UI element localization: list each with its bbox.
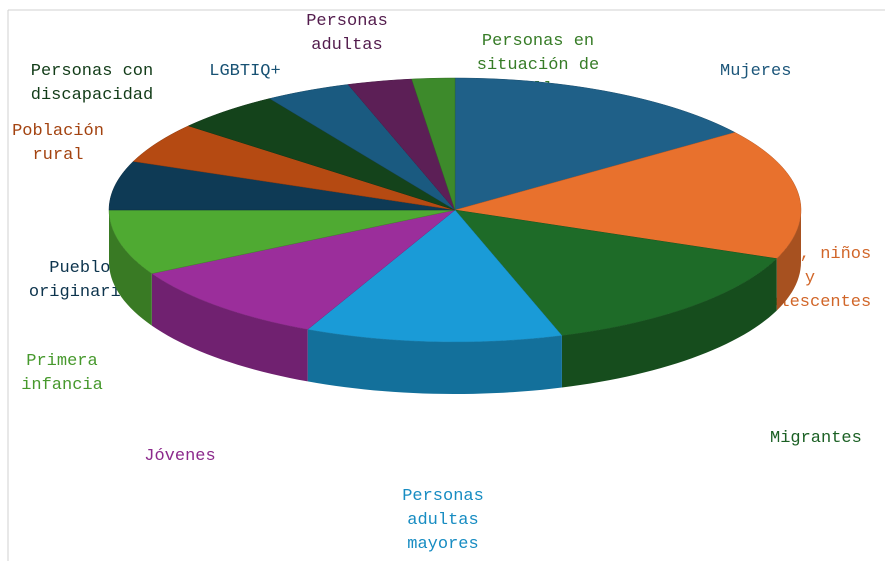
slice-label: Primera infancia [21,352,103,395]
label-line: Migrantes [770,429,862,448]
slice [411,77,456,211]
label-line: adultas [311,36,382,55]
label-line: Primera [26,352,97,371]
label-line: rural [32,146,83,165]
slice [454,77,736,211]
label-line: Pueblos [49,259,120,278]
label-line: Jóvenes [144,447,215,466]
slice-side [109,210,152,326]
label-line: infancia [21,376,103,395]
label-line: y [805,269,815,288]
slice-label: Migrantes [770,429,862,448]
slice-label: Pueblos originarios [29,259,141,302]
slice [347,78,456,211]
label-line: Personas [402,487,484,506]
slice [108,209,456,274]
slice [132,125,456,211]
label-line: adultas [407,511,478,530]
label-line: originarios [29,283,141,302]
slice-label: Población rural [12,122,104,165]
label-line: Mujeres [720,62,791,81]
slice [108,161,456,211]
label-line: LGBTIQ+ [209,62,280,81]
slice [187,98,456,211]
slice-label: Mujeres [720,62,791,81]
slice [454,132,802,259]
label-line: Población [12,122,104,141]
slice-label: Personas adultas [306,12,388,55]
slice-side [307,329,562,394]
label-line: discapacidad [31,86,153,105]
slice-side [561,258,777,388]
slice-label: Personas adultas mayores [402,487,484,554]
label-line: Personas en [482,32,594,51]
label-line: mayores [407,535,478,554]
slice [268,84,456,211]
slice [151,209,456,330]
slice-label: Jóvenes [144,447,215,466]
label-line: Personas con [31,62,153,81]
slice [307,209,563,343]
slice-side [151,273,308,382]
label-line: situación de [477,56,599,75]
slice-label: Personas con discapacidad [31,62,153,105]
slice-label: LGBTIQ+ [209,62,280,81]
label-line: Personas [306,12,388,31]
slice-side [776,210,801,311]
